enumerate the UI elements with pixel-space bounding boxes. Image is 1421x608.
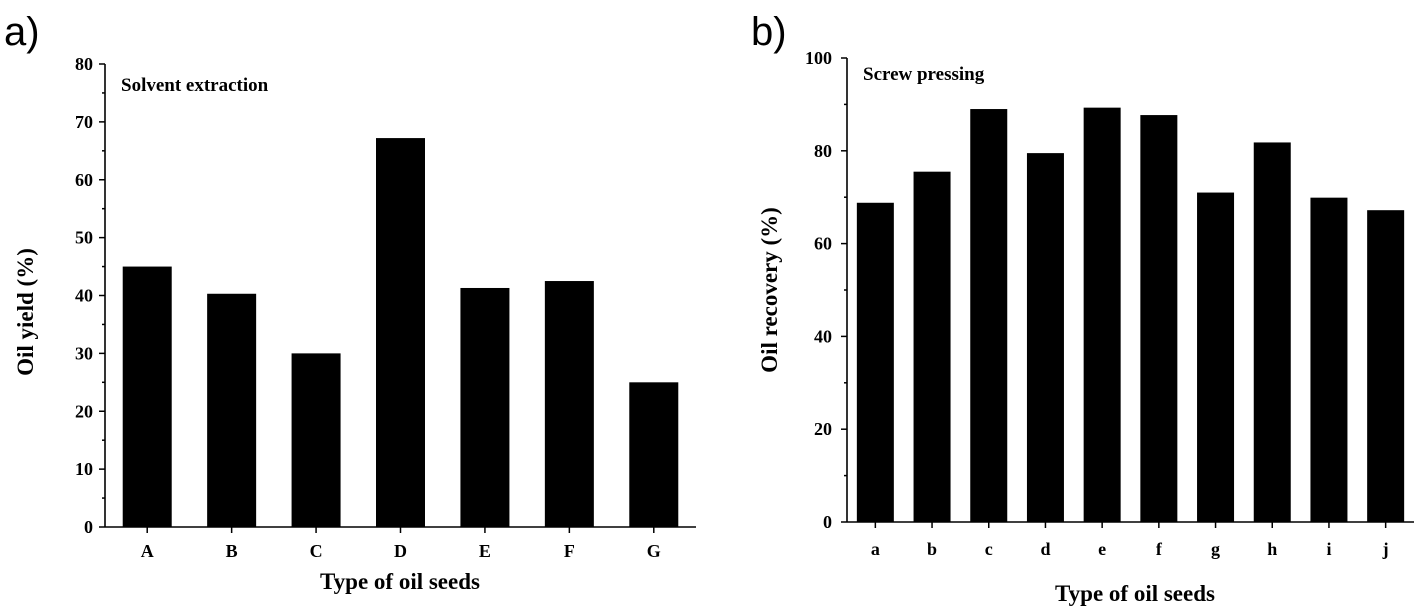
panel-b-y-tick-label: 20 <box>814 419 832 439</box>
panel-b-x-tick-label-j: j <box>1382 539 1389 559</box>
panel-a-bar-G <box>629 382 679 527</box>
panel-a-y-tick-label: 50 <box>75 228 93 248</box>
panel-a-annotation: Solvent extraction <box>121 75 269 96</box>
panel-b-x-tick-label-b: b <box>927 539 937 559</box>
panel-b-x-tick-label-c: c <box>985 539 993 559</box>
panel-a-bar-F <box>544 281 594 527</box>
panel-b-y-tick-label: 80 <box>814 141 832 161</box>
panel-b-y-tick-label: 100 <box>805 48 832 68</box>
panel-a-bar-E <box>460 287 510 527</box>
panel-a-y-ticks: 0 10 20 30 40 50 60 70 80 <box>75 54 105 537</box>
panel-b-x-tick-label-d: d <box>1040 539 1050 559</box>
panel-a-label: a) <box>4 10 40 54</box>
panel-a-x-ticks: A B C D E F G <box>141 527 661 561</box>
panel-b-bar-e <box>1083 107 1121 522</box>
panel-b-y-tick-label: 40 <box>814 326 832 346</box>
panel-a-y-axis-title: Oil yield (%) <box>13 248 38 376</box>
panel-a-bar-A <box>122 266 172 527</box>
panel-a-y-tick-label: 60 <box>75 170 93 190</box>
panel-b-bar-f <box>1140 115 1178 523</box>
panel-b-bar-a <box>856 202 894 522</box>
panel-b-y-ticks: 0 20 40 60 80 100 <box>805 48 847 532</box>
panel-b-bars <box>856 107 1405 523</box>
panel-b-x-tick-label-h: h <box>1267 539 1277 559</box>
panel-a-x-tick-label-G: G <box>647 541 661 561</box>
panel-a-x-tick-label-A: A <box>141 541 154 561</box>
panel-a-x-tick-label-D: D <box>394 541 407 561</box>
panel-b-bar-i <box>1310 197 1348 522</box>
panel-b-x-axis-title: Type of oil seeds <box>1055 581 1215 606</box>
panel-b-x-tick-label-g: g <box>1211 539 1220 559</box>
panel-a-x-tick-label-C: C <box>310 541 323 561</box>
panel-b-bar-g <box>1197 192 1235 522</box>
panel-a-x-tick-label-F: F <box>564 541 575 561</box>
panel-a-x-axis-title: Type of oil seeds <box>320 569 480 594</box>
panel-a-x-tick-label-E: E <box>479 541 491 561</box>
panel-a-y-tick-label: 40 <box>75 286 93 306</box>
panel-b-x-ticks: a b c d e f g h i j <box>871 522 1389 559</box>
panel-b-annotation: Screw pressing <box>863 64 985 85</box>
panel-a-bar-D <box>376 138 425 527</box>
panel-b-bar-c <box>970 109 1008 522</box>
panel-b-y-tick-label: 60 <box>814 234 832 254</box>
panel-b-bar-d <box>1026 153 1064 522</box>
panel-a-y-tick-label: 70 <box>75 112 93 132</box>
panel-b-x-tick-label-a: a <box>871 539 880 559</box>
panel-a-x-tick-label-B: B <box>226 541 238 561</box>
panel-b-label: b) <box>751 10 787 54</box>
panel-a-y-tick-label: 20 <box>75 401 93 421</box>
panel-a-y-tick-label: 30 <box>75 343 93 363</box>
panel-a: a) Solvent extraction 01020304050607080 … <box>4 10 696 594</box>
panel-a-y-tick-label: 0 <box>84 517 93 537</box>
panel-b-bar-b <box>913 171 951 522</box>
panel-a-bar-C <box>291 353 341 527</box>
panel-b-bar-j <box>1367 210 1405 522</box>
panel-b-y-axis-title: Oil recovery (%) <box>757 207 782 373</box>
panel-a-y-tick-label: 10 <box>75 459 93 479</box>
panel-b-x-tick-label-i: i <box>1326 539 1331 559</box>
panel-a-y-tick-label: 80 <box>75 54 93 74</box>
panel-a-bars <box>122 138 679 527</box>
panel-b-y-tick-label: 0 <box>823 512 832 532</box>
panel-a-bar-B <box>207 293 257 527</box>
panel-b-bar-h <box>1253 142 1291 522</box>
panel-b: b) Screw pressing 0 20 40 60 80 100 a b c d e f g h i… <box>751 10 1414 606</box>
panel-b-x-tick-label-e: e <box>1098 539 1106 559</box>
panel-b-x-tick-label-f: f <box>1156 539 1163 559</box>
